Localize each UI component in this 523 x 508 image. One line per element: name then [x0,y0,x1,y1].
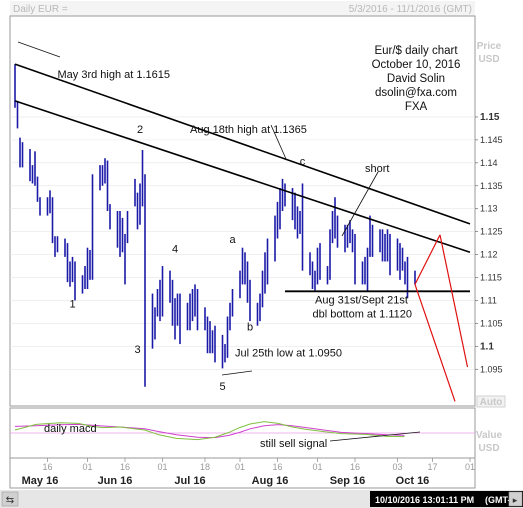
projection-line [439,234,469,368]
price-axis-title: Price [477,41,502,52]
y-tick-label: 1.1 [480,341,494,352]
status-timestamp: 10/10/2016 13:01:11 PM [375,495,474,505]
info-company: FXA [405,101,428,113]
auto-scale-label: Auto [480,397,503,408]
info-email: dsolin@fxa.com [375,87,457,99]
x-month-label: Sep 16 [330,475,365,487]
x-day-label: 16 [120,462,130,472]
wave-label: 3 [134,344,140,356]
y-tick-label: 1.115 [480,273,502,283]
price-axis: 1.151.1451.141.1351.131.1251.121.1151.11… [475,112,503,374]
y-tick-label: 1.145 [480,135,503,145]
info-box: Eur/$ daily chart October 10, 2016 David… [372,45,461,113]
x-day-label: 16 [42,462,52,472]
projection-line [414,284,456,402]
price-axis-unit: USD [478,54,499,65]
header-bar [10,1,475,16]
x-day-label: 16 [272,462,282,472]
scroll-right-button[interactable] [508,491,523,507]
wave-labels: 1 2 3 4 5 a b c [69,124,305,393]
may-high-leader [17,41,61,58]
y-tick-label: 1.105 [480,318,503,328]
macd-axis-title: Value [476,430,503,441]
wave-label: 4 [172,243,178,255]
macd-indicator [10,421,475,441]
wave-label: a [229,234,236,246]
y-tick-label: 1.13 [480,204,498,214]
status-bar [370,491,523,507]
short-leader [341,171,379,237]
x-day-label: 03 [392,462,402,472]
annotation-label: dbl bottom at 1.1120 [313,308,412,320]
x-axis-panel [9,457,476,489]
status-timezone: (GMT-5) [485,495,519,505]
projection-lines [414,234,469,402]
wave-label: c [300,156,306,168]
x-month-label: Oct 16 [396,475,430,487]
price-bars [14,64,416,387]
annotations: May 3rd high at 1.1615 Aug 18th high at 1… [58,69,412,360]
jul-low-leader [221,370,253,376]
projection-line [414,234,441,285]
y-tick-label: 1.095 [480,364,503,374]
macd-signal-leader [329,431,421,442]
date-range-label: 5/3/2016 - 11/1/2016 (GMT) [349,4,472,15]
price-panel-border [9,15,476,407]
x-month-label: Jun 16 [98,475,133,487]
wave-label: 2 [137,124,143,136]
wave-label: b [247,321,253,333]
info-title: Eur/$ daily chart [374,45,458,57]
trendlines [14,63,471,293]
macd-axis-unit: USD [478,443,499,454]
annotation-label: short [365,163,389,175]
auto-scale-button[interactable] [476,395,506,408]
x-day-label: 01 [235,462,245,472]
annotation-label: Aug 18th high at 1.1365 [190,124,307,136]
time-axis: 16 01 16 01 18 01 16 01 16 03 17 01 May 16 Jun 16 Jul … [22,458,475,487]
x-month-label: May 16 [22,475,59,487]
x-day-label: 16 [350,462,360,472]
macd-signal-note: still sell signal [260,438,327,450]
wave-label: 1 [69,298,75,310]
outer-resistance-line [14,63,471,225]
y-tick-label: 1.14 [480,158,498,168]
x-day-label: 01 [157,462,167,472]
aug-high-leader [270,124,287,160]
x-day-label: 01 [465,462,475,472]
wave-label: 5 [219,381,225,393]
annotation-label: Aug 31st/Sept 21st [315,295,408,307]
y-tick-label: 1.135 [480,181,503,191]
info-author: David Solin [387,73,445,85]
symbol-label: Daily EUR = [13,4,68,15]
x-month-label: Aug 16 [252,475,289,487]
x-day-label: 01 [312,462,322,472]
scroll-left-icon: ⇆ [6,495,14,506]
x-day-label: 01 [82,462,92,472]
y-tick-label: 1.15 [480,112,500,123]
annotation-label: May 3rd high at 1.1615 [58,69,171,81]
scroll-left-button[interactable] [1,491,19,507]
x-day-label: 17 [427,462,437,472]
scroll-right-icon: ▸ [513,496,518,506]
macd-line [14,421,405,441]
y-tick-label: 1.11 [480,295,497,305]
annotation-label: Jul 25th low at 1.0950 [235,347,342,359]
y-tick-label: 1.125 [480,227,503,237]
info-date: October 10, 2016 [372,59,461,71]
macd-signal-line [14,423,405,439]
macd-label: daily macd [44,423,97,435]
x-month-label: Jul 16 [174,475,205,487]
inner-resistance-line [14,100,471,254]
y-tick-label: 1.12 [480,250,498,260]
x-day-label: 18 [200,462,210,472]
